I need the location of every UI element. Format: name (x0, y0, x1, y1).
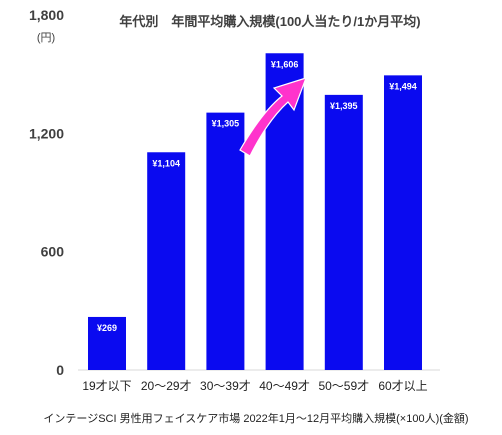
highlight-arrow (239, 77, 307, 157)
chart-title: 年代別 年間平均購入規模(100人当たり/1か月平均) (119, 14, 420, 29)
source-note: インテージSCI 男性用フェイスケア市場 2022年1月～12月平均購入規模(×… (43, 411, 468, 425)
bar-value-label: ¥1,395 (330, 101, 358, 111)
y-tick-label: 0 (56, 362, 64, 378)
x-category-label: 19才以下 (82, 379, 131, 393)
bar-value-label: ¥1,494 (389, 81, 417, 91)
y-tick-label: 1,800 (29, 7, 64, 23)
y-axis-unit: (円) (37, 32, 55, 44)
y-tick-labels: 0 600 1,200 1,800 (29, 7, 64, 378)
bar (147, 152, 186, 370)
y-tick-label: 600 (41, 244, 65, 260)
x-category-label: 50～59才 (318, 379, 369, 393)
bar-value-label: ¥1,305 (212, 119, 240, 129)
bar (88, 316, 126, 370)
x-category-label: 60才以上 (378, 379, 427, 393)
x-category-label: 20～29才 (141, 379, 192, 393)
x-category-label: 30～39才 (200, 379, 251, 393)
bar (384, 75, 422, 370)
bar-value-label: ¥1,606 (271, 59, 299, 69)
bar (324, 94, 363, 370)
category-labels: 19才以下 20～29才 30～39才 40～49才 50～59才 60才以上 (82, 379, 427, 393)
bar-value-label: ¥269 (97, 323, 117, 333)
bar (206, 112, 245, 370)
x-category-label: 40～49才 (259, 379, 310, 393)
bars: ¥269 ¥1,104 ¥1,305 ¥1,606 ¥1,395 ¥1,494 (88, 53, 422, 371)
bar-value-label: ¥1,104 (152, 158, 180, 168)
y-tick-label: 1,200 (29, 125, 64, 141)
